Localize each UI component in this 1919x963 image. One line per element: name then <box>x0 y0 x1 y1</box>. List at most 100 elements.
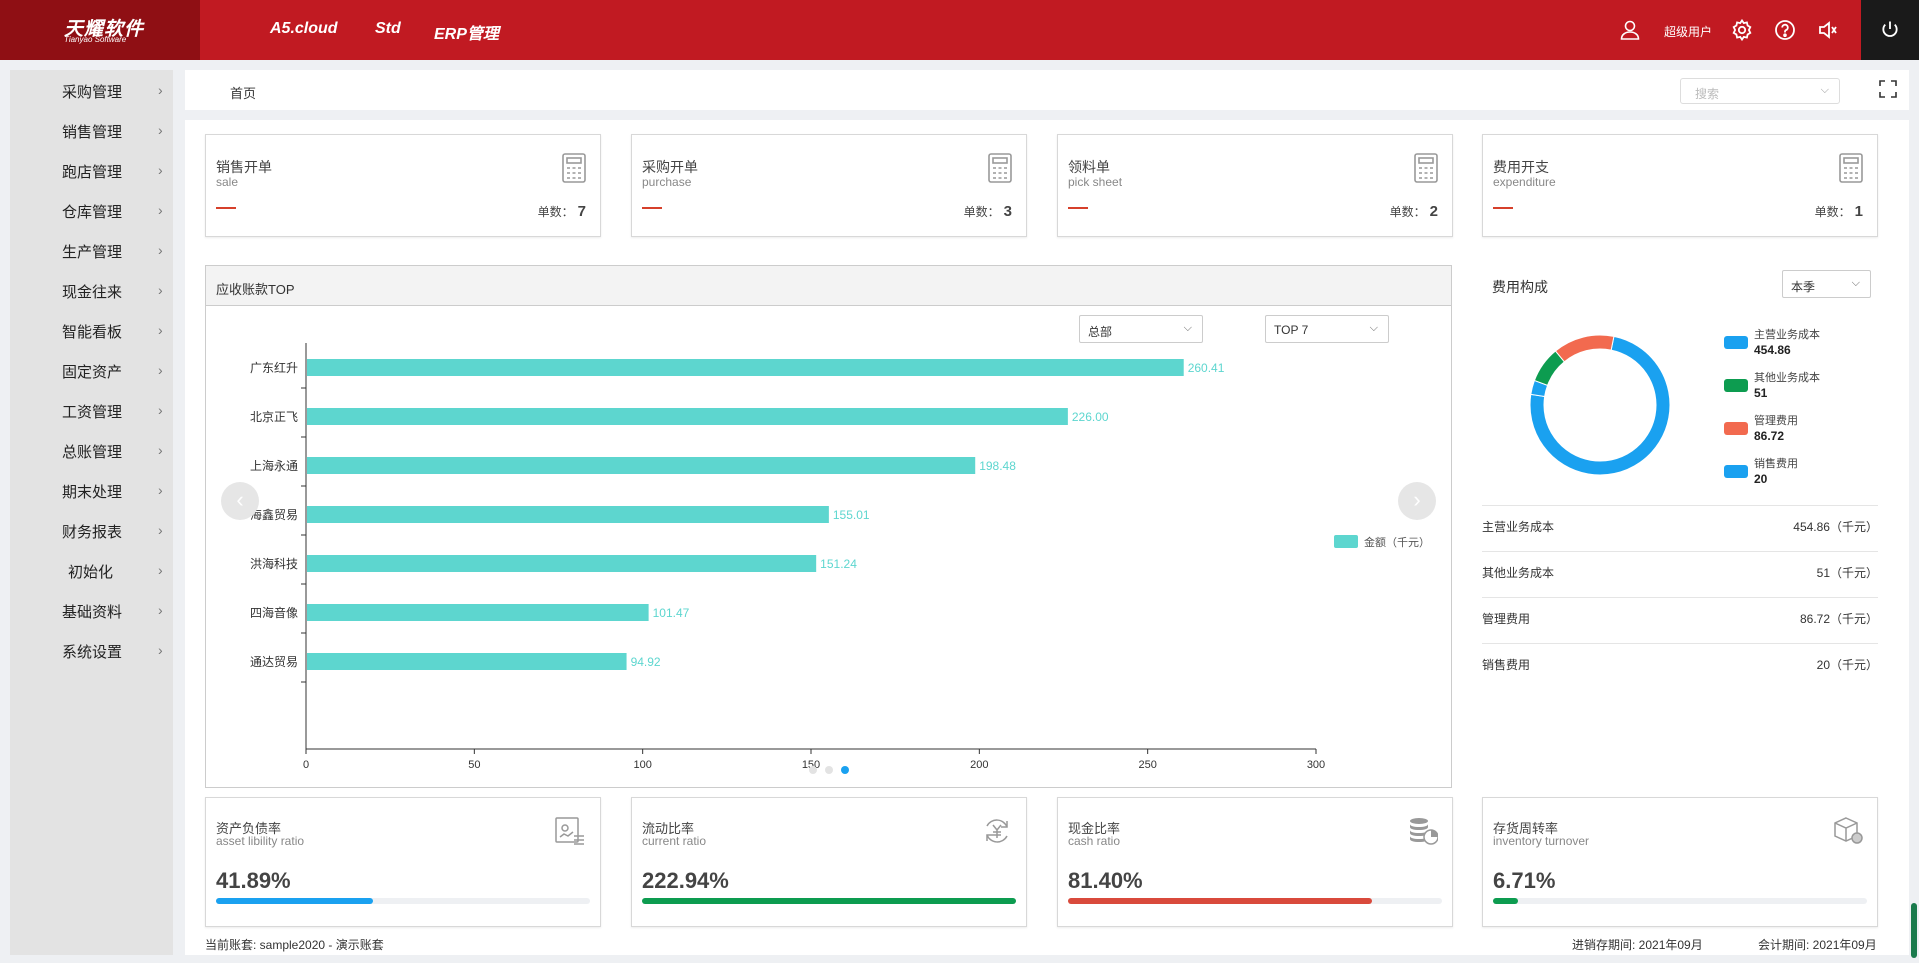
gear-icon[interactable] <box>1730 18 1754 42</box>
legend-swatch <box>1724 422 1748 435</box>
ratio-progress-track <box>1493 898 1867 904</box>
ratio-card[interactable]: 流动比率 current ratio 222.94% <box>631 797 1027 927</box>
ratio-progress-fill <box>1068 898 1373 904</box>
nav-erp[interactable]: ERP管理 <box>434 26 499 43</box>
fee-row: 主营业务成本 454.86（千元） <box>1482 505 1878 551</box>
coins-chart-icon <box>1408 816 1439 849</box>
summary-card[interactable]: 采购开单 purchase 单数： 3 <box>631 134 1027 237</box>
card-title: 采购开单 <box>642 159 698 175</box>
fee-row-name: 主营业务成本 <box>1482 520 1555 534</box>
calculator-icon <box>1414 153 1438 186</box>
ratio-percent: 6.71% <box>1493 868 1556 893</box>
receivable-title: 应收账款TOP <box>216 282 295 297</box>
bar <box>307 506 829 523</box>
calculator-icon <box>562 153 586 186</box>
sidebar-item[interactable]: 现金往来 › <box>10 270 173 310</box>
user-name[interactable]: 超级用户 <box>1664 25 1713 39</box>
sidebar-item[interactable]: 工资管理 › <box>10 390 173 430</box>
chevron-right-icon: › <box>158 282 163 298</box>
chevron-right-icon: › <box>158 522 163 538</box>
card-count-value: 1 <box>1854 203 1863 220</box>
search-placeholder: 搜索 <box>1695 87 1720 101</box>
sidebar-item[interactable]: 财务报表 › <box>10 510 173 550</box>
ratio-card[interactable]: 资产负债率 asset libility ratio 41.89% <box>205 797 601 927</box>
sidebar-item[interactable]: 智能看板 › <box>10 310 173 350</box>
sidebar-item-label: 固定资产 <box>62 364 123 381</box>
ratio-subtitle: inventory turnover <box>1493 834 1590 848</box>
refresh-yuan-icon <box>982 816 1012 849</box>
nav-a5cloud[interactable]: A5.cloud <box>270 20 338 37</box>
sidebar-item[interactable]: 固定资产 › <box>10 350 173 390</box>
next-slide-button[interactable]: › <box>1398 482 1436 520</box>
package-icon <box>1833 816 1863 849</box>
chevron-down-icon: ⌵ <box>1820 84 1829 96</box>
sidebar-item-label: 系统设置 <box>62 644 123 661</box>
receivable-panel: 应收账款TOP 总部 ⌵ TOP 7 ⌵ 0 50 100 150 200 250 300 广东红… <box>205 265 1452 788</box>
card-count-label: 单数： <box>1389 205 1426 219</box>
breadcrumb-home[interactable]: 首页 <box>230 86 257 101</box>
summary-card[interactable]: 销售开单 sale 单数： 7 <box>205 134 601 237</box>
user-icon[interactable] <box>1618 18 1642 42</box>
branch-select[interactable]: 总部 ⌵ <box>1079 315 1203 343</box>
card-count: 单数： 1 <box>1815 203 1863 220</box>
donut-slice <box>1554 334 1615 363</box>
legend-name: 销售费用 <box>1754 458 1798 470</box>
sidebar-item[interactable]: 总账管理 › <box>10 430 173 470</box>
legend-value: 86.72 <box>1754 429 1785 443</box>
fee-row-value: 20（千元） <box>1816 658 1878 672</box>
chevron-right-icon: › <box>158 202 163 218</box>
sidebar-item-label: 销售管理 <box>62 124 123 141</box>
pager-dot <box>841 766 849 774</box>
ratio-card[interactable]: 现金比率 cash ratio 81.40% <box>1057 797 1453 927</box>
sidebar-item[interactable]: 跑店管理 › <box>10 150 173 190</box>
scrollbar[interactable] <box>1911 903 1917 958</box>
sidebar-item[interactable]: 采购管理 › <box>10 70 173 110</box>
legend-swatch <box>1334 535 1358 548</box>
topn-select[interactable]: TOP 7 ⌵ <box>1265 315 1389 343</box>
chevron-right-icon: › <box>158 162 163 178</box>
sidebar-item[interactable]: 基础资料 › <box>10 590 173 630</box>
ledger-icon <box>554 816 586 849</box>
card-dash <box>642 207 662 209</box>
x-tick-label: 0 <box>303 759 309 771</box>
chevron-right-icon: › <box>158 82 163 98</box>
card-count-label: 单数： <box>1814 205 1851 219</box>
card-count: 单数： 2 <box>1390 203 1438 220</box>
accounting-period: 会计期间: 2021年09月 <box>1758 938 1877 952</box>
fullscreen-icon[interactable] <box>1879 80 1897 98</box>
logout-button[interactable] <box>1861 0 1919 60</box>
bar-value-label: 226.00 <box>1072 410 1109 424</box>
card-count-value: 2 <box>1429 203 1438 220</box>
sidebar-item[interactable]: 销售管理 › <box>10 110 173 150</box>
sidebar-item[interactable]: 系统设置 › <box>10 630 173 670</box>
y-tick-label: 上海永通 <box>250 458 298 473</box>
chevron-down-icon: ⌵ <box>1369 322 1378 334</box>
chevron-right-icon: › <box>158 242 163 258</box>
sidebar-item[interactable]: 生产管理 › <box>10 230 173 270</box>
bar-value-label: 155.01 <box>833 508 870 522</box>
x-tick-label: 300 <box>1307 759 1325 771</box>
fee-row-value: 454.86（千元） <box>1793 520 1878 534</box>
sidebar-item-label: 工资管理 <box>62 404 123 421</box>
sidebar-item[interactable]: 期末处理 › <box>10 470 173 510</box>
card-dash <box>216 207 236 209</box>
legend-name: 管理费用 <box>1754 415 1798 427</box>
summary-card[interactable]: 领料单 pick sheet 单数： 2 <box>1057 134 1453 237</box>
summary-card[interactable]: 费用开支 expenditure 单数： 1 <box>1482 134 1878 237</box>
ratio-title: 流动比率 <box>642 821 695 836</box>
ratio-progress-fill <box>1493 898 1519 904</box>
nav-std[interactable]: Std <box>375 20 401 37</box>
search-select[interactable]: 搜索 ⌵ <box>1680 78 1840 104</box>
help-icon[interactable] <box>1773 18 1797 42</box>
sidebar-item[interactable]: 初始化 › <box>10 550 173 590</box>
speaker-icon[interactable] <box>1816 18 1840 42</box>
ratio-card[interactable]: 存货周转率 inventory turnover 6.71% <box>1482 797 1878 927</box>
prev-slide-button[interactable]: ‹ <box>221 482 259 520</box>
sidebar-item[interactable]: 仓库管理 › <box>10 190 173 230</box>
period-select[interactable]: 本季 ⌵ <box>1782 270 1871 298</box>
fee-row: 其他业务成本 51（千元） <box>1482 551 1878 597</box>
inventory-period: 进销存期间: 2021年09月 <box>1572 938 1703 952</box>
bar <box>307 457 976 474</box>
chevron-right-icon: › <box>158 482 163 498</box>
bar-value-label: 151.24 <box>820 557 857 571</box>
